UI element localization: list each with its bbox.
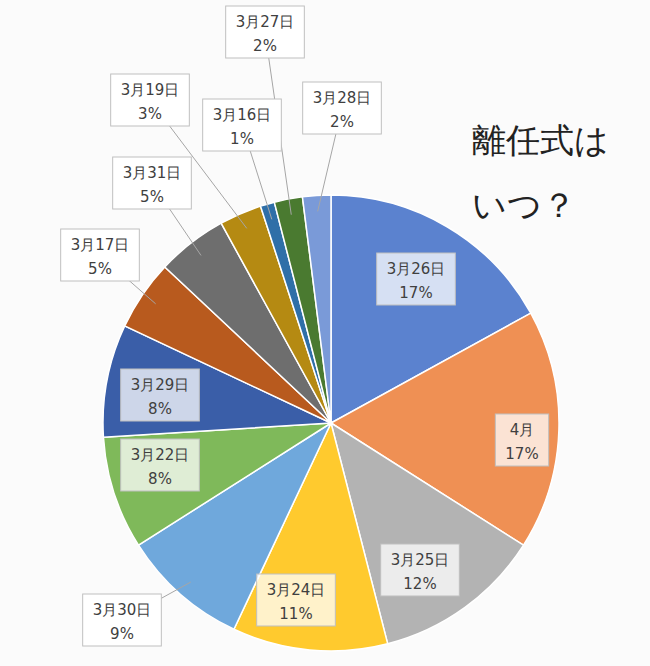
pie [103,195,559,651]
label-box [203,99,282,151]
data-label: 3月24日 11% [257,574,336,626]
label-box [303,82,382,134]
label-category: 3月17日 [71,236,130,254]
data-labels: 3月26日17%4月17%3月25日12%3月24日11%3月30日9%3月22… [61,6,549,646]
data-label: 3月16日 1% [203,99,282,151]
label-value: 5% [88,260,112,278]
label-value: 2% [330,113,354,131]
label-value: 17% [399,284,432,302]
data-label: 3月22日 8% [121,439,200,491]
label-category: 3月30日 [93,601,152,619]
label-box [111,74,190,126]
label-value: 12% [403,575,436,593]
label-value: 9% [110,625,134,643]
label-value: 2% [253,37,277,55]
data-label: 3月26日 17% [377,253,456,305]
label-value: 17% [505,445,538,463]
label-value: 3% [138,105,162,123]
data-label: 3月25日 12% [381,544,460,596]
label-category: 3月19日 [121,81,180,99]
label-value: 11% [279,605,312,623]
chart-title: 離任式はいつ？ [472,108,622,237]
data-label: 3月31日 5% [113,157,192,209]
label-category: 4月 [510,421,535,439]
label-value: 8% [148,470,172,488]
label-category: 3月16日 [213,106,272,124]
label-box [377,253,456,305]
label-category: 3月25日 [391,551,450,569]
data-label: 3月28日 2% [303,82,382,134]
label-box [61,229,140,281]
data-label: 3月17日 5% [61,229,140,281]
pie-slice [103,423,331,545]
label-category: 3月28日 [313,89,372,107]
label-box [83,594,162,646]
chart-container: 3月26日17%4月17%3月25日12%3月24日11%3月30日9%3月22… [0,0,650,666]
label-box [381,544,460,596]
label-value: 8% [148,400,172,418]
label-category: 3月26日 [387,260,446,278]
label-box [226,6,305,58]
data-label: 4月17% [495,414,548,466]
data-label: 3月30日 9% [83,594,162,646]
label-category: 3月31日 [123,164,182,182]
label-category: 3月22日 [131,446,190,464]
label-category: 3月27日 [236,13,295,31]
pie-slice [302,195,331,423]
data-label: 3月29日 8% [121,369,200,421]
data-label: 3月27日 2% [226,6,305,58]
label-box [121,439,200,491]
label-value: 5% [140,188,164,206]
label-box [257,574,336,626]
data-label: 3月19日 3% [111,74,190,126]
label-category: 3月24日 [267,581,326,599]
label-box [121,369,200,421]
label-box [113,157,192,209]
chart-svg: 3月26日17%4月17%3月25日12%3月24日11%3月30日9%3月22… [0,0,650,666]
label-box [495,414,548,466]
label-value: 1% [230,130,254,148]
label-category: 3月29日 [131,376,190,394]
